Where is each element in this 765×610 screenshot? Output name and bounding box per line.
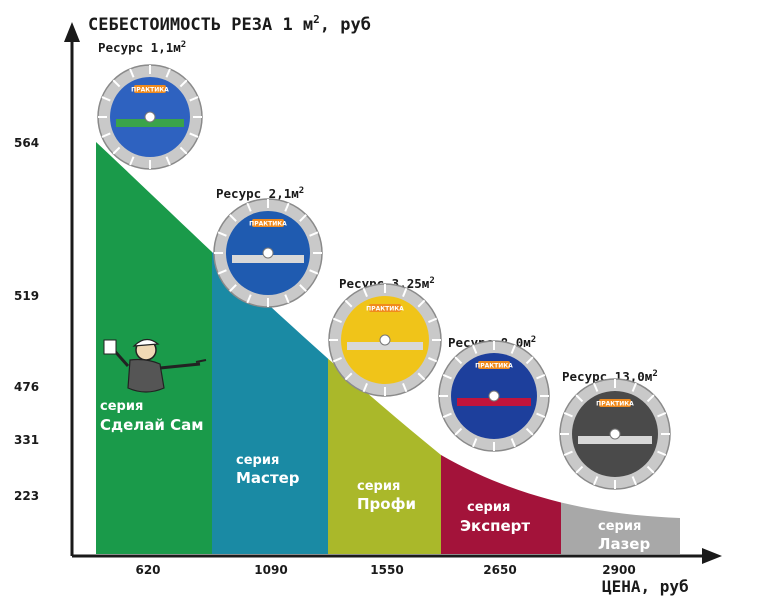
- resource-label: Ресурс 2,1м2: [216, 186, 304, 201]
- x-tick-label: 2900: [602, 563, 635, 577]
- resource-label-sup: 2: [429, 276, 434, 286]
- x-tick-labels: 620 1090 1550 2650 2900: [135, 563, 635, 577]
- diamond-disc-image: ПРАКТИКА: [438, 340, 550, 452]
- diamond-disc-image: ПРАКТИКА: [97, 64, 203, 170]
- chart-title-main: СЕБЕСТОИМОСТЬ РЕЗА 1 м: [88, 15, 313, 35]
- disc-images: ПРАКТИКА ПРАКТИКА ПРАКТИКА ПРАКТИКА ПРАКТИКА: [97, 64, 671, 490]
- chart-title-suffix: , руб: [320, 15, 371, 35]
- resource-label: Ресурс 1,1м2: [98, 40, 186, 55]
- x-tick-label: 1090: [254, 563, 287, 577]
- resource-label-sup: 2: [181, 40, 186, 50]
- chart-title-sup: 2: [313, 13, 320, 26]
- disc-brand-logo: ПРАКТИКА: [249, 221, 287, 228]
- y-tick-label: 331: [14, 433, 39, 447]
- resource-label-sup: 2: [652, 369, 657, 379]
- y-axis-arrow: [64, 22, 80, 42]
- x-tick-label: 2650: [483, 563, 516, 577]
- segment-series-name: Сделай Сам: [100, 416, 204, 434]
- resource-label-text: Ресурс 2,1м: [216, 186, 299, 201]
- y-tick-labels: 564 519 476 331 223: [14, 136, 39, 503]
- x-axis-arrow: [702, 548, 722, 564]
- segment-series-word: серия: [100, 399, 143, 414]
- segment-series-name: Эксперт: [460, 517, 530, 535]
- diamond-disc-image: ПРАКТИКА: [213, 198, 323, 308]
- resource-label-text: Ресурс 1,1м: [98, 40, 181, 55]
- disc-brand-logo: ПРАКТИКА: [131, 87, 169, 94]
- y-tick-label: 476: [14, 380, 39, 394]
- diamond-disc-image: ПРАКТИКА: [328, 283, 442, 397]
- segment-series-word: серия: [357, 479, 400, 494]
- y-tick-label: 564: [14, 136, 39, 150]
- segment-series-word: серия: [598, 519, 641, 534]
- axes: [64, 22, 722, 564]
- segment-labels: серия Сделай Сам серия Мастер серия Проф…: [100, 399, 650, 553]
- x-tick-label: 1550: [370, 563, 403, 577]
- segment-series-name: Лазер: [598, 535, 650, 553]
- chart-title: СЕБЕСТОИМОСТЬ РЕЗА 1 м2, руб: [88, 13, 371, 35]
- segment-series-name: Профи: [357, 495, 416, 513]
- y-tick-label: 519: [14, 289, 39, 303]
- resource-label-sup: 2: [299, 186, 304, 196]
- segment-series-name: Мастер: [236, 469, 300, 487]
- diamond-disc-image: ПРАКТИКА: [559, 378, 671, 490]
- disc-brand-logo: ПРАКТИКА: [475, 363, 513, 370]
- x-tick-label: 620: [135, 563, 160, 577]
- mascot-figure: [103, 338, 207, 393]
- segment-area: [441, 142, 561, 554]
- x-axis-label: ЦЕНА, руб: [602, 577, 689, 596]
- resource-label-sup: 2: [531, 335, 536, 345]
- disc-brand-logo: ПРАКТИКА: [366, 306, 404, 313]
- y-tick-label: 223: [14, 489, 39, 503]
- disc-brand-logo: ПРАКТИКА: [596, 401, 634, 408]
- segment-series-word: серия: [467, 500, 510, 515]
- segment-series-word: серия: [236, 453, 279, 468]
